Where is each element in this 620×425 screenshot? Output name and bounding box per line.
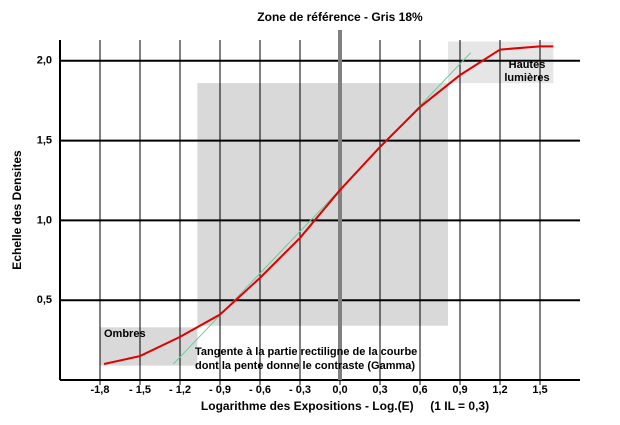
zone [197, 83, 448, 326]
zone-label: lumières [504, 72, 549, 84]
x-tick-label: - 1,2 [169, 384, 191, 396]
x-tick-label: 0,0 [332, 384, 347, 396]
y-tick-label: 1,5 [37, 134, 52, 146]
y-axis-label: Echelle des Densites [10, 150, 24, 270]
zone-label: Hautes [509, 59, 546, 71]
x-tick-label: - 1,5 [129, 384, 151, 396]
x-tick-label: - 0,6 [249, 384, 271, 396]
zone [448, 41, 554, 84]
x-tick-label: - 0,9 [209, 384, 231, 396]
zone [100, 327, 198, 366]
x-tick-label: - 0,3 [289, 384, 311, 396]
zone-label: Ombres [104, 328, 146, 340]
x-tick-label: 0,9 [452, 384, 467, 396]
x-tick-label: 1,5 [532, 384, 547, 396]
annotation: Tangente à la partie rectiligne de la co… [195, 346, 417, 358]
y-tick-label: 1,0 [37, 214, 52, 226]
x-tick-label: 1,2 [492, 384, 507, 396]
x-tick-label: 0,3 [372, 384, 387, 396]
x-tick-label: -1,8 [91, 384, 110, 396]
series-line [103, 45, 554, 366]
x-axis-label: Logarithme des Expositions - Log.(E) (1 … [201, 399, 489, 413]
chart-title: Zone de référence - Gris 18% [257, 10, 423, 24]
y-tick-label: 0,5 [37, 294, 52, 306]
y-tick-label: 2,0 [37, 55, 52, 67]
annotation: dont la pente donne le contraste (Gamma) [195, 360, 415, 372]
x-tick-label: 0,6 [412, 384, 427, 396]
